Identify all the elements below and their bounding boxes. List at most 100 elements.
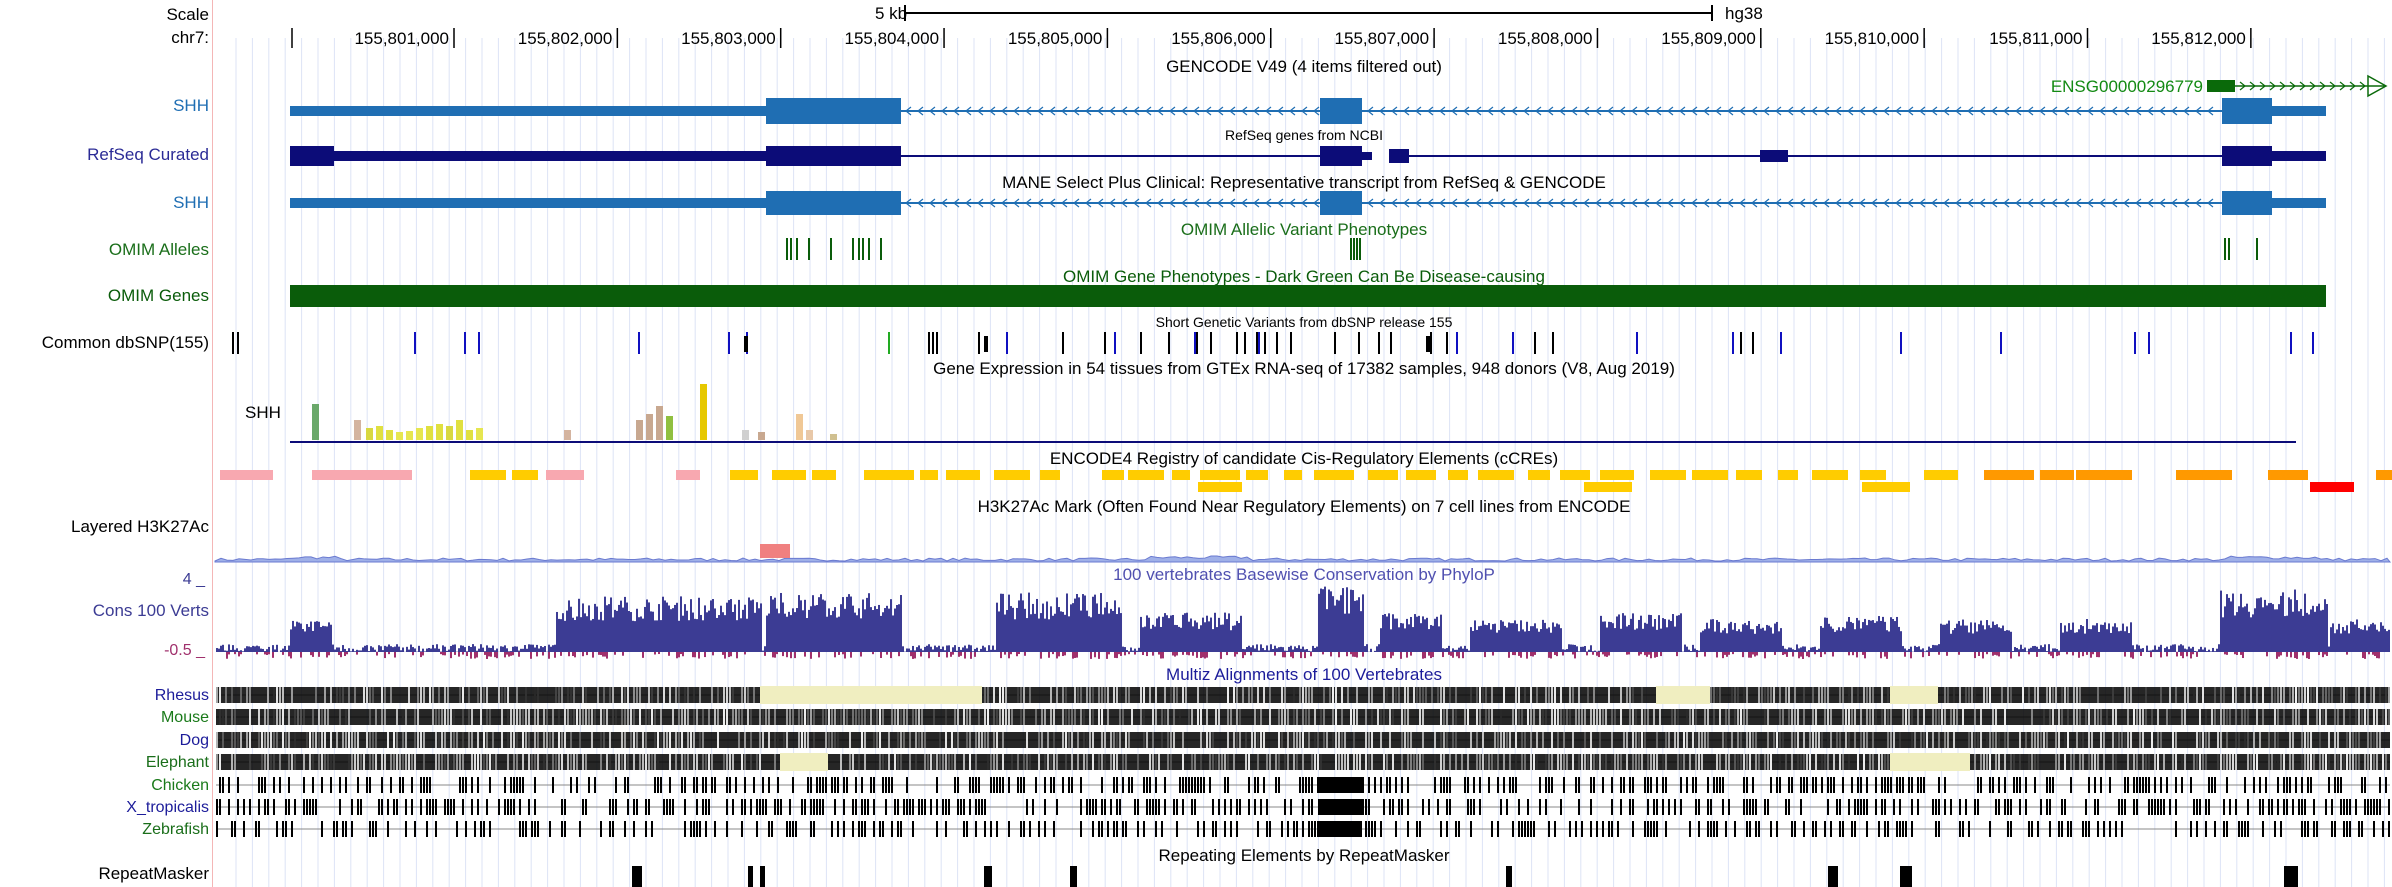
track-label-h3k27ac[interactable]: Layered H3K27Ac — [71, 517, 209, 536]
multiz-column — [2358, 709, 2360, 725]
strand-arrow — [1619, 198, 1626, 208]
multiz-column — [1539, 777, 1541, 793]
multiz-column — [1299, 732, 1301, 748]
cons-bar — [2388, 629, 2390, 652]
multiz-column — [1887, 821, 1889, 837]
track-label-mane[interactable]: SHH — [173, 193, 209, 212]
species-label-mouse[interactable]: Mouse — [160, 709, 209, 726]
multiz-column — [1821, 687, 1823, 703]
multiz-column — [1974, 732, 1976, 748]
cons-bar — [704, 605, 706, 652]
multiz-column — [1524, 732, 1526, 748]
multiz-column — [1368, 687, 1370, 703]
multiz-column — [321, 709, 323, 725]
cons-bar — [1104, 607, 1106, 652]
cons-bar — [312, 630, 314, 652]
ccre-element — [920, 470, 938, 480]
cons-bar — [920, 648, 922, 652]
cons-bar — [582, 652, 584, 657]
cons-bar — [1010, 652, 1012, 655]
track-label-gencode[interactable]: SHH — [173, 96, 209, 115]
cons-bar — [340, 652, 342, 658]
strand-arrow — [1655, 106, 1662, 116]
multiz-column — [744, 732, 746, 748]
cons-bar — [1256, 644, 1258, 652]
multiz-column — [1053, 821, 1055, 837]
multiz-column — [1920, 777, 1922, 793]
multiz-column — [2220, 687, 2222, 703]
multiz-column — [2346, 732, 2348, 748]
species-label-dog[interactable]: Dog — [179, 732, 209, 749]
cons-bar — [946, 645, 948, 652]
multiz-column — [1110, 754, 1112, 770]
multiz-column — [768, 777, 770, 793]
track-label-rmsk[interactable]: RepeatMasker — [98, 864, 209, 883]
species-label-elephant[interactable]: Elephant — [145, 754, 209, 771]
cons-bar — [1842, 627, 1844, 652]
multiz-column — [432, 687, 434, 703]
multiz-column — [2313, 821, 2315, 837]
multiz-column — [420, 687, 422, 703]
cons-bar — [2004, 630, 2006, 652]
multiz-column — [2142, 777, 2144, 793]
multiz-column — [1692, 777, 1694, 793]
multiz-column — [1590, 754, 1592, 770]
track-label-omim-alleles[interactable]: OMIM Alleles — [108, 240, 209, 259]
multiz-column — [1758, 754, 1760, 770]
species-label-chicken[interactable]: Chicken — [151, 777, 209, 794]
cons-bar — [1080, 610, 1082, 652]
cons-bar — [984, 647, 986, 652]
multiz-column — [1293, 687, 1295, 703]
multiz-column — [2280, 754, 2282, 770]
multiz-column — [639, 709, 641, 725]
multiz-column — [1203, 777, 1205, 793]
multiz-column — [294, 799, 296, 815]
track-label-dbsnp[interactable]: Common dbSNP(155) — [41, 333, 209, 352]
cons-bar — [2070, 629, 2072, 652]
track-label-omim-genes[interactable]: OMIM Genes — [107, 286, 209, 305]
multiz-column — [2364, 709, 2366, 725]
ccre-element — [1862, 482, 1910, 492]
species-label-zebrafish[interactable]: Zebrafish — [142, 821, 209, 838]
multiz-column — [2154, 754, 2156, 770]
multiz-column — [1056, 687, 1058, 703]
cons-bar — [388, 652, 390, 655]
multiz-column — [702, 777, 704, 793]
multiz-column — [2316, 821, 2318, 837]
multiz-column — [1632, 777, 1634, 793]
multiz-column — [291, 821, 293, 837]
multiz-column — [1803, 732, 1805, 748]
multiz-column — [1407, 687, 1409, 703]
multiz-column — [1356, 754, 1358, 770]
multiz-column — [1989, 754, 1991, 770]
multiz-column — [537, 709, 539, 725]
multiz-column — [1794, 821, 1796, 837]
cons-bar — [848, 594, 850, 652]
cons-bar — [1818, 648, 1820, 652]
multiz-column — [708, 754, 710, 770]
cons-bar — [1792, 652, 1794, 657]
cons-bar — [1998, 652, 2000, 657]
multiz-column — [1476, 709, 1478, 725]
multiz-column — [1368, 821, 1370, 837]
species-label-x-tropicalis[interactable]: X_tropicalis — [126, 799, 209, 816]
multiz-column — [771, 821, 773, 837]
multiz-column — [1152, 754, 1154, 770]
cons-bar — [656, 620, 658, 652]
multiz-column — [2361, 821, 2363, 837]
multiz-column — [798, 732, 800, 748]
multiz-column — [510, 732, 512, 748]
multiz-column — [1116, 732, 1118, 748]
strand-arrow — [1367, 106, 1374, 116]
multiz-column — [2244, 821, 2246, 837]
track-label-refseq[interactable]: RefSeq Curated — [87, 145, 209, 164]
multiz-column — [1989, 821, 1991, 837]
species-label-rhesus[interactable]: Rhesus — [154, 687, 209, 704]
multiz-column — [858, 754, 860, 770]
track-label-cons[interactable]: Cons 100 Verts — [92, 601, 209, 620]
multiz-column — [300, 709, 302, 725]
h3k27ac-peak — [760, 544, 790, 558]
multiz-column — [975, 821, 977, 837]
